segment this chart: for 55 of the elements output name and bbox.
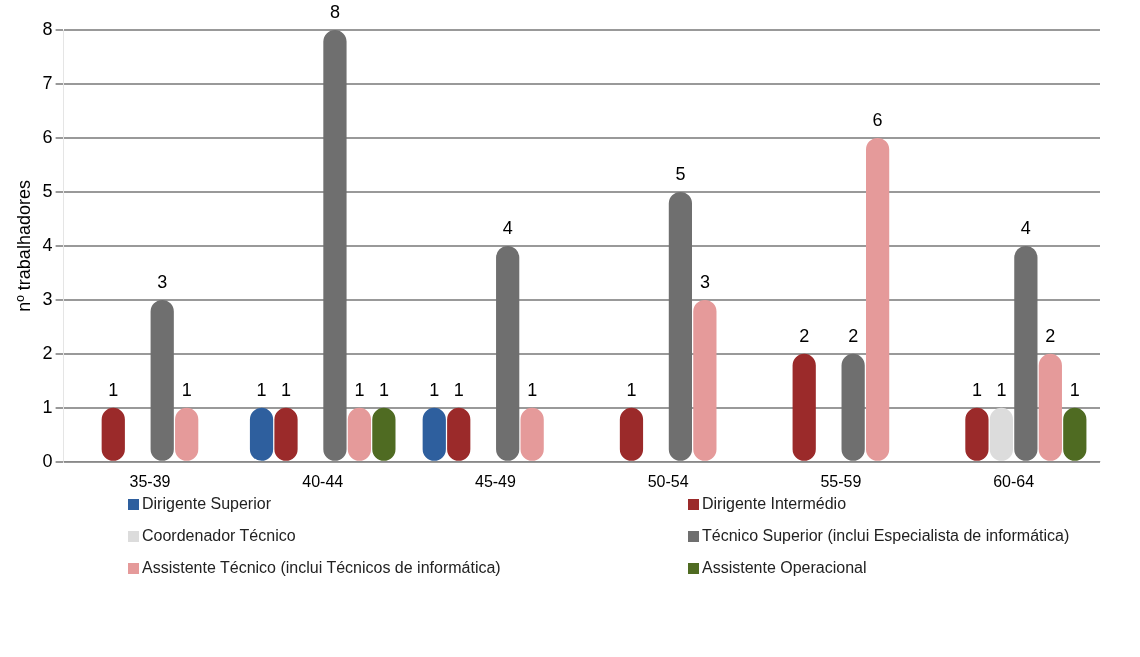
x-tick-label: 60-64 — [993, 472, 1035, 490]
y-tick-label: 8 — [42, 18, 53, 39]
legend-label: Dirigente Superior — [142, 495, 271, 513]
data-label: 3 — [699, 271, 710, 292]
data-label: 8 — [329, 1, 340, 22]
data-label: 1 — [996, 379, 1007, 400]
bar — [1038, 353, 1062, 461]
bar — [1014, 245, 1038, 461]
data-label: 2 — [848, 325, 859, 346]
y-tick-label: 1 — [42, 396, 53, 417]
bar — [792, 353, 816, 461]
data-label: 4 — [1020, 217, 1031, 238]
data-label: 4 — [502, 217, 513, 238]
bar — [693, 299, 717, 461]
data-label: 1 — [378, 379, 389, 400]
y-tick-label: 5 — [42, 180, 53, 201]
data-label: 3 — [157, 271, 168, 292]
data-label: 1 — [429, 379, 440, 400]
data-label: 1 — [256, 379, 267, 400]
data-label: 6 — [872, 109, 883, 130]
x-tick-label: 35-39 — [129, 472, 171, 490]
y-tick-label: 0 — [42, 450, 53, 471]
y-tick-label: 6 — [42, 126, 53, 147]
bar — [496, 245, 520, 461]
data-label: 1 — [280, 379, 292, 400]
data-label: 1 — [181, 379, 192, 400]
y-tick-label: 4 — [42, 234, 53, 255]
data-label: 2 — [1045, 325, 1056, 346]
bar — [865, 137, 890, 461]
bar — [150, 299, 174, 461]
data-label: 1 — [626, 379, 637, 400]
data-label: 1 — [354, 379, 365, 400]
legend-label: Assistente Operacional — [702, 559, 867, 577]
y-axis-title: nº trabalhadores — [13, 180, 34, 312]
legend-label: Dirigente Intermédio — [702, 495, 847, 513]
x-tick-label: 45-49 — [474, 472, 516, 490]
y-tick-label: 2 — [42, 342, 53, 363]
data-label: 1 — [971, 379, 982, 400]
legend-label: Técnico Superior (inclui Especialista de informática) — [702, 527, 1070, 545]
x-tick-label: 50-54 — [647, 472, 689, 490]
y-tick-label: 3 — [42, 288, 53, 309]
data-label: 1 — [1069, 379, 1080, 400]
data-label: 2 — [799, 325, 810, 346]
x-tick-label: 55-59 — [820, 472, 862, 490]
data-label: 1 — [527, 379, 538, 400]
legend-label: Coordenador Técnico — [142, 527, 296, 545]
data-label: 5 — [675, 163, 686, 184]
x-tick-label: 40-44 — [302, 472, 344, 490]
data-label: 1 — [453, 379, 464, 400]
legend-label: Assistente Técnico (inclui Técnicos de informática) — [142, 559, 501, 577]
bar — [668, 191, 693, 461]
bar — [841, 353, 865, 461]
bar — [323, 30, 347, 461]
data-label: 1 — [108, 379, 119, 400]
y-tick-label: 7 — [42, 72, 53, 93]
